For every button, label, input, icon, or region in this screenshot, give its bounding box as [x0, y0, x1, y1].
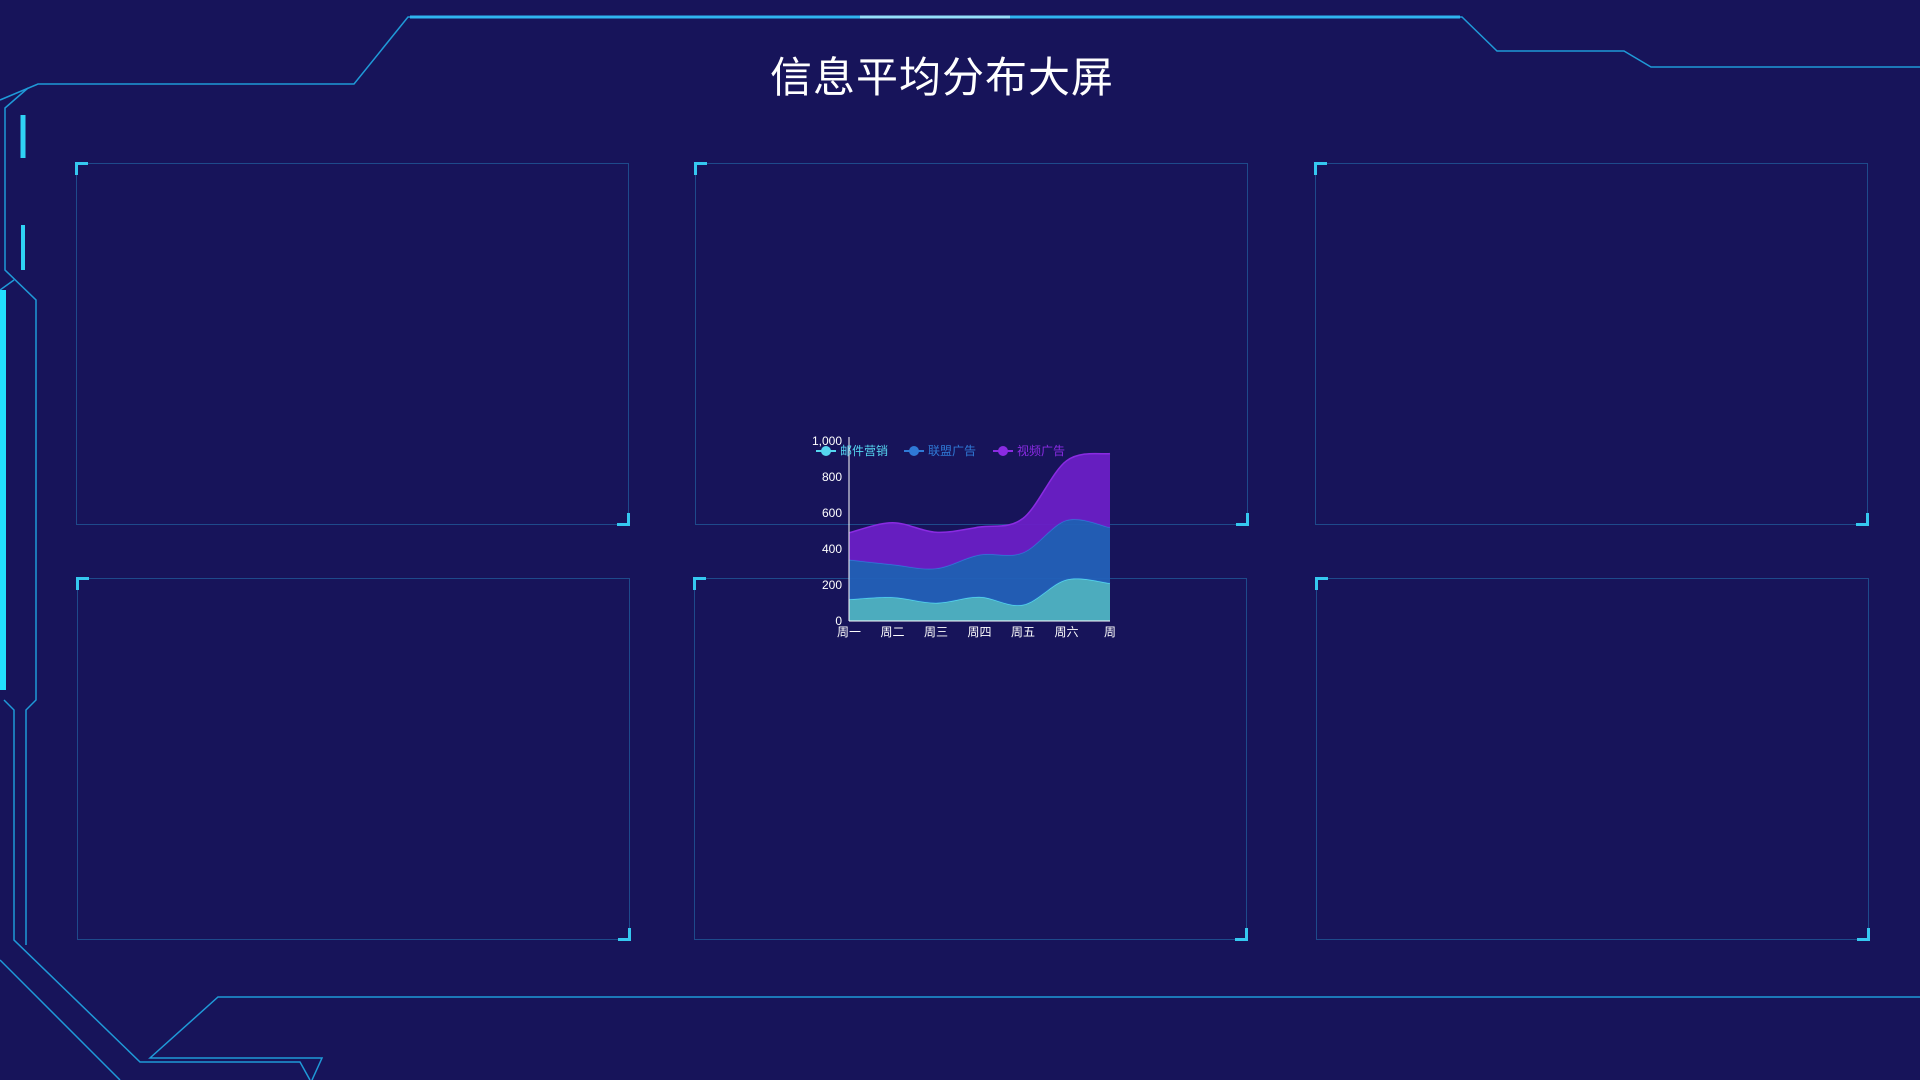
x-tick-label: 周 — [1104, 625, 1116, 639]
corner-bracket — [617, 513, 630, 526]
frame-bottom-line — [148, 996, 1920, 1080]
corner-bracket — [694, 162, 707, 175]
y-tick-label: 400 — [822, 542, 842, 556]
page-title: 信息平均分布大屏 — [769, 53, 1114, 102]
legend-label: 邮件营销 — [840, 444, 888, 458]
area-1 — [849, 578, 1110, 621]
y-tick-label: 0 — [835, 614, 842, 628]
x-tick-label: 周三 — [924, 625, 948, 639]
panel-6 — [1315, 577, 1870, 941]
frame-left-lower-2 — [0, 959, 121, 1080]
legend-label: 视频广告 — [1017, 443, 1065, 458]
corner-bracket — [75, 162, 88, 175]
y-tick-label: 800 — [822, 470, 842, 484]
corner-bracket — [1856, 513, 1869, 526]
x-tick-label: 周四 — [967, 625, 991, 639]
x-tick-label: 周一 — [837, 625, 861, 639]
x-tick-label: 周二 — [880, 625, 904, 639]
area-2 — [849, 519, 1110, 606]
panel-1 — [75, 162, 630, 526]
legend-marker — [821, 446, 831, 456]
legend-marker — [909, 446, 919, 456]
x-tick-label: 周六 — [1054, 625, 1078, 639]
chart-axes: 0 200 400 600 800 1,000 周一 周二 周三 周四 周五 周六 周 — [812, 434, 1116, 639]
corner-bracket — [76, 577, 89, 590]
legend-item[interactable]: 邮件营销 — [816, 444, 888, 458]
panel-4 — [76, 577, 631, 941]
corner-bracket — [1857, 928, 1870, 941]
corner-bracket — [618, 928, 631, 941]
series-line-3 — [848, 452, 1111, 534]
panel-2 — [694, 162, 1249, 526]
frame-top-line — [0, 16, 1920, 101]
y-tick-label: 1,000 — [812, 434, 842, 448]
legend-item[interactable]: 联盟广告 — [904, 444, 976, 458]
corner-bracket — [1236, 513, 1249, 526]
legend-marker — [998, 446, 1008, 456]
area-3 — [849, 453, 1110, 569]
legend-label: 联盟广告 — [928, 444, 976, 458]
area-layers — [848, 452, 1111, 621]
corner-bracket — [693, 577, 706, 590]
frame-left-outer — [4, 87, 37, 945]
corner-bracket — [1235, 928, 1248, 941]
y-tick-label: 200 — [822, 578, 842, 592]
corner-bracket — [1314, 162, 1327, 175]
panel-3 — [1314, 162, 1869, 526]
stacked-area-chart: 0 200 400 600 800 1,000 周一 周二 周三 周四 周五 周六 周 邮件营销 联盟广告… — [812, 434, 1116, 639]
y-tick-label: 600 — [822, 506, 842, 520]
corner-bracket — [1315, 577, 1328, 590]
chart-legend[interactable]: 邮件营销 联盟广告 视频广告 — [816, 443, 1065, 458]
legend-item[interactable]: 视频广告 — [993, 443, 1065, 458]
frame-left-inner — [0, 279, 15, 291]
x-tick-label: 周五 — [1011, 625, 1035, 639]
frame-left-lower — [3, 699, 311, 1080]
